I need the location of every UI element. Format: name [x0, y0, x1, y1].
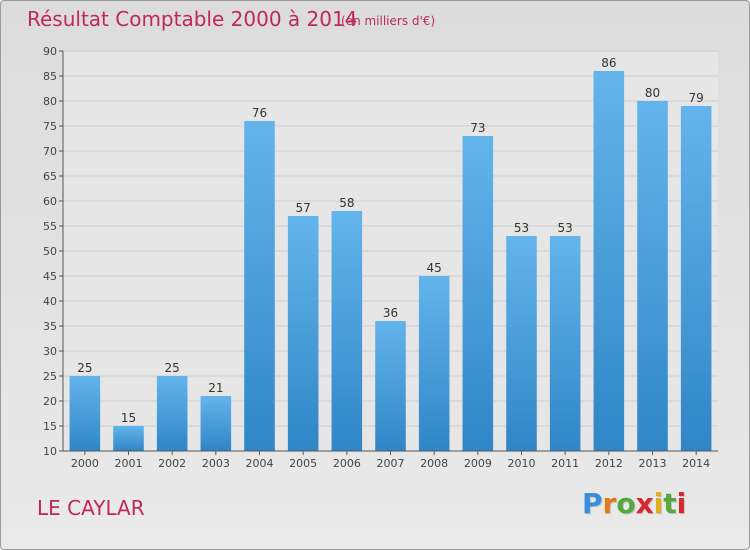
x-tick-label: 2001	[115, 457, 143, 470]
y-tick-label: 65	[43, 170, 57, 183]
x-tick-label: 2013	[639, 457, 667, 470]
data-label: 15	[121, 411, 136, 425]
logo-letter: t	[663, 487, 677, 520]
data-label: 58	[339, 196, 354, 210]
logo-letter: r	[602, 487, 617, 520]
bar	[156, 376, 188, 451]
x-tick-label: 2005	[289, 457, 317, 470]
bar	[637, 101, 668, 451]
data-label: 57	[296, 201, 311, 215]
logo-letter: i	[676, 487, 687, 520]
bar	[593, 71, 625, 451]
bar	[375, 321, 406, 451]
chart-title: Résultat Comptable 2000 à 2014	[27, 7, 358, 31]
x-tick-label: 2011	[551, 457, 579, 470]
commune-name: LE CAYLAR	[37, 496, 145, 520]
bar	[549, 236, 581, 451]
data-label: 21	[208, 381, 223, 395]
logo-letter: o	[616, 487, 636, 520]
y-axis: 10 15 20 25 30 35 40 45 50 55 60 65 70 75 80 85 90	[43, 45, 64, 458]
bar	[287, 216, 319, 451]
data-label: 45	[427, 261, 442, 275]
y-tick-label: 30	[43, 345, 57, 358]
y-tick-label: 45	[43, 270, 57, 283]
x-tick-label: 2003	[202, 457, 230, 470]
x-tick-label: 2007	[377, 457, 405, 470]
y-tick-label: 50	[43, 245, 57, 258]
x-tick-label: 2004	[246, 457, 274, 470]
proxiti-logo: Proxiti	[582, 487, 686, 520]
y-tick-label: 70	[43, 145, 57, 158]
bar	[69, 376, 101, 451]
logo-letter: i	[653, 487, 664, 520]
y-tick-label: 35	[43, 320, 57, 333]
y-tick-label: 75	[43, 120, 57, 133]
bar	[113, 426, 144, 451]
logo-letter: P	[582, 487, 603, 520]
x-tick-label: 2010	[508, 457, 536, 470]
y-tick-label: 60	[43, 195, 57, 208]
bars: 25 15 25 21 76 57 58 36 45 73 53 53 86 80 79	[69, 56, 712, 451]
y-tick-label: 85	[43, 70, 57, 83]
data-label: 80	[645, 86, 660, 100]
x-tick-label: 2008	[420, 457, 448, 470]
data-label: 25	[77, 361, 92, 375]
data-label: 53	[558, 221, 573, 235]
bar	[462, 136, 494, 451]
x-axis: 2000 2001 2002 2003 2004 2005 2006 2007 2008 2009…	[63, 450, 718, 470]
data-label: 86	[601, 56, 616, 70]
bar	[680, 106, 712, 451]
data-label: 73	[470, 121, 485, 135]
data-label: 79	[689, 91, 704, 105]
y-tick-label: 20	[43, 395, 57, 408]
y-tick-label: 90	[43, 45, 57, 58]
chart-subtitle: (en milliers d'€)	[341, 14, 436, 28]
logo-letter: x	[635, 487, 654, 520]
y-tick-label: 15	[43, 420, 57, 433]
x-tick-label: 2000	[71, 457, 99, 470]
data-label: 25	[165, 361, 180, 375]
data-label: 76	[252, 106, 267, 120]
y-tick-label: 40	[43, 295, 57, 308]
y-tick-label: 25	[43, 370, 57, 383]
bar	[418, 276, 450, 451]
bar	[331, 211, 363, 451]
data-label: 53	[514, 221, 529, 235]
data-label: 36	[383, 306, 398, 320]
y-tick-label: 10	[43, 445, 57, 458]
bar	[244, 121, 275, 451]
bar	[506, 236, 537, 451]
x-tick-label: 2006	[333, 457, 361, 470]
x-tick-label: 2014	[682, 457, 710, 470]
x-tick-label: 2012	[595, 457, 623, 470]
bar	[200, 396, 232, 451]
x-tick-label: 2002	[158, 457, 186, 470]
y-tick-label: 55	[43, 220, 57, 233]
x-tick-label: 2009	[464, 457, 492, 470]
y-tick-label: 80	[43, 95, 57, 108]
